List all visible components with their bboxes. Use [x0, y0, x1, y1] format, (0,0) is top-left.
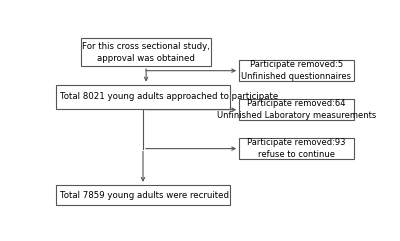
- Text: Participate removed:5
Unfinished questionnaires: Participate removed:5 Unfinished questio…: [242, 60, 352, 81]
- Text: Participate removed:93
refuse to continue: Participate removed:93 refuse to continu…: [247, 138, 346, 159]
- Text: For this cross sectional study,
approval was obtained: For this cross sectional study, approval…: [82, 42, 210, 62]
- FancyBboxPatch shape: [56, 85, 230, 109]
- Text: Participate removed:64
Unfinished Laboratory measurements: Participate removed:64 Unfinished Labora…: [217, 99, 376, 120]
- FancyBboxPatch shape: [56, 185, 230, 205]
- FancyBboxPatch shape: [239, 100, 354, 120]
- FancyBboxPatch shape: [239, 138, 354, 159]
- Text: Total 8021 young adults approached to participate: Total 8021 young adults approached to pa…: [60, 92, 278, 101]
- Text: Total 7859 young adults were recruited: Total 7859 young adults were recruited: [60, 190, 229, 200]
- FancyBboxPatch shape: [81, 38, 211, 66]
- FancyBboxPatch shape: [239, 60, 354, 81]
